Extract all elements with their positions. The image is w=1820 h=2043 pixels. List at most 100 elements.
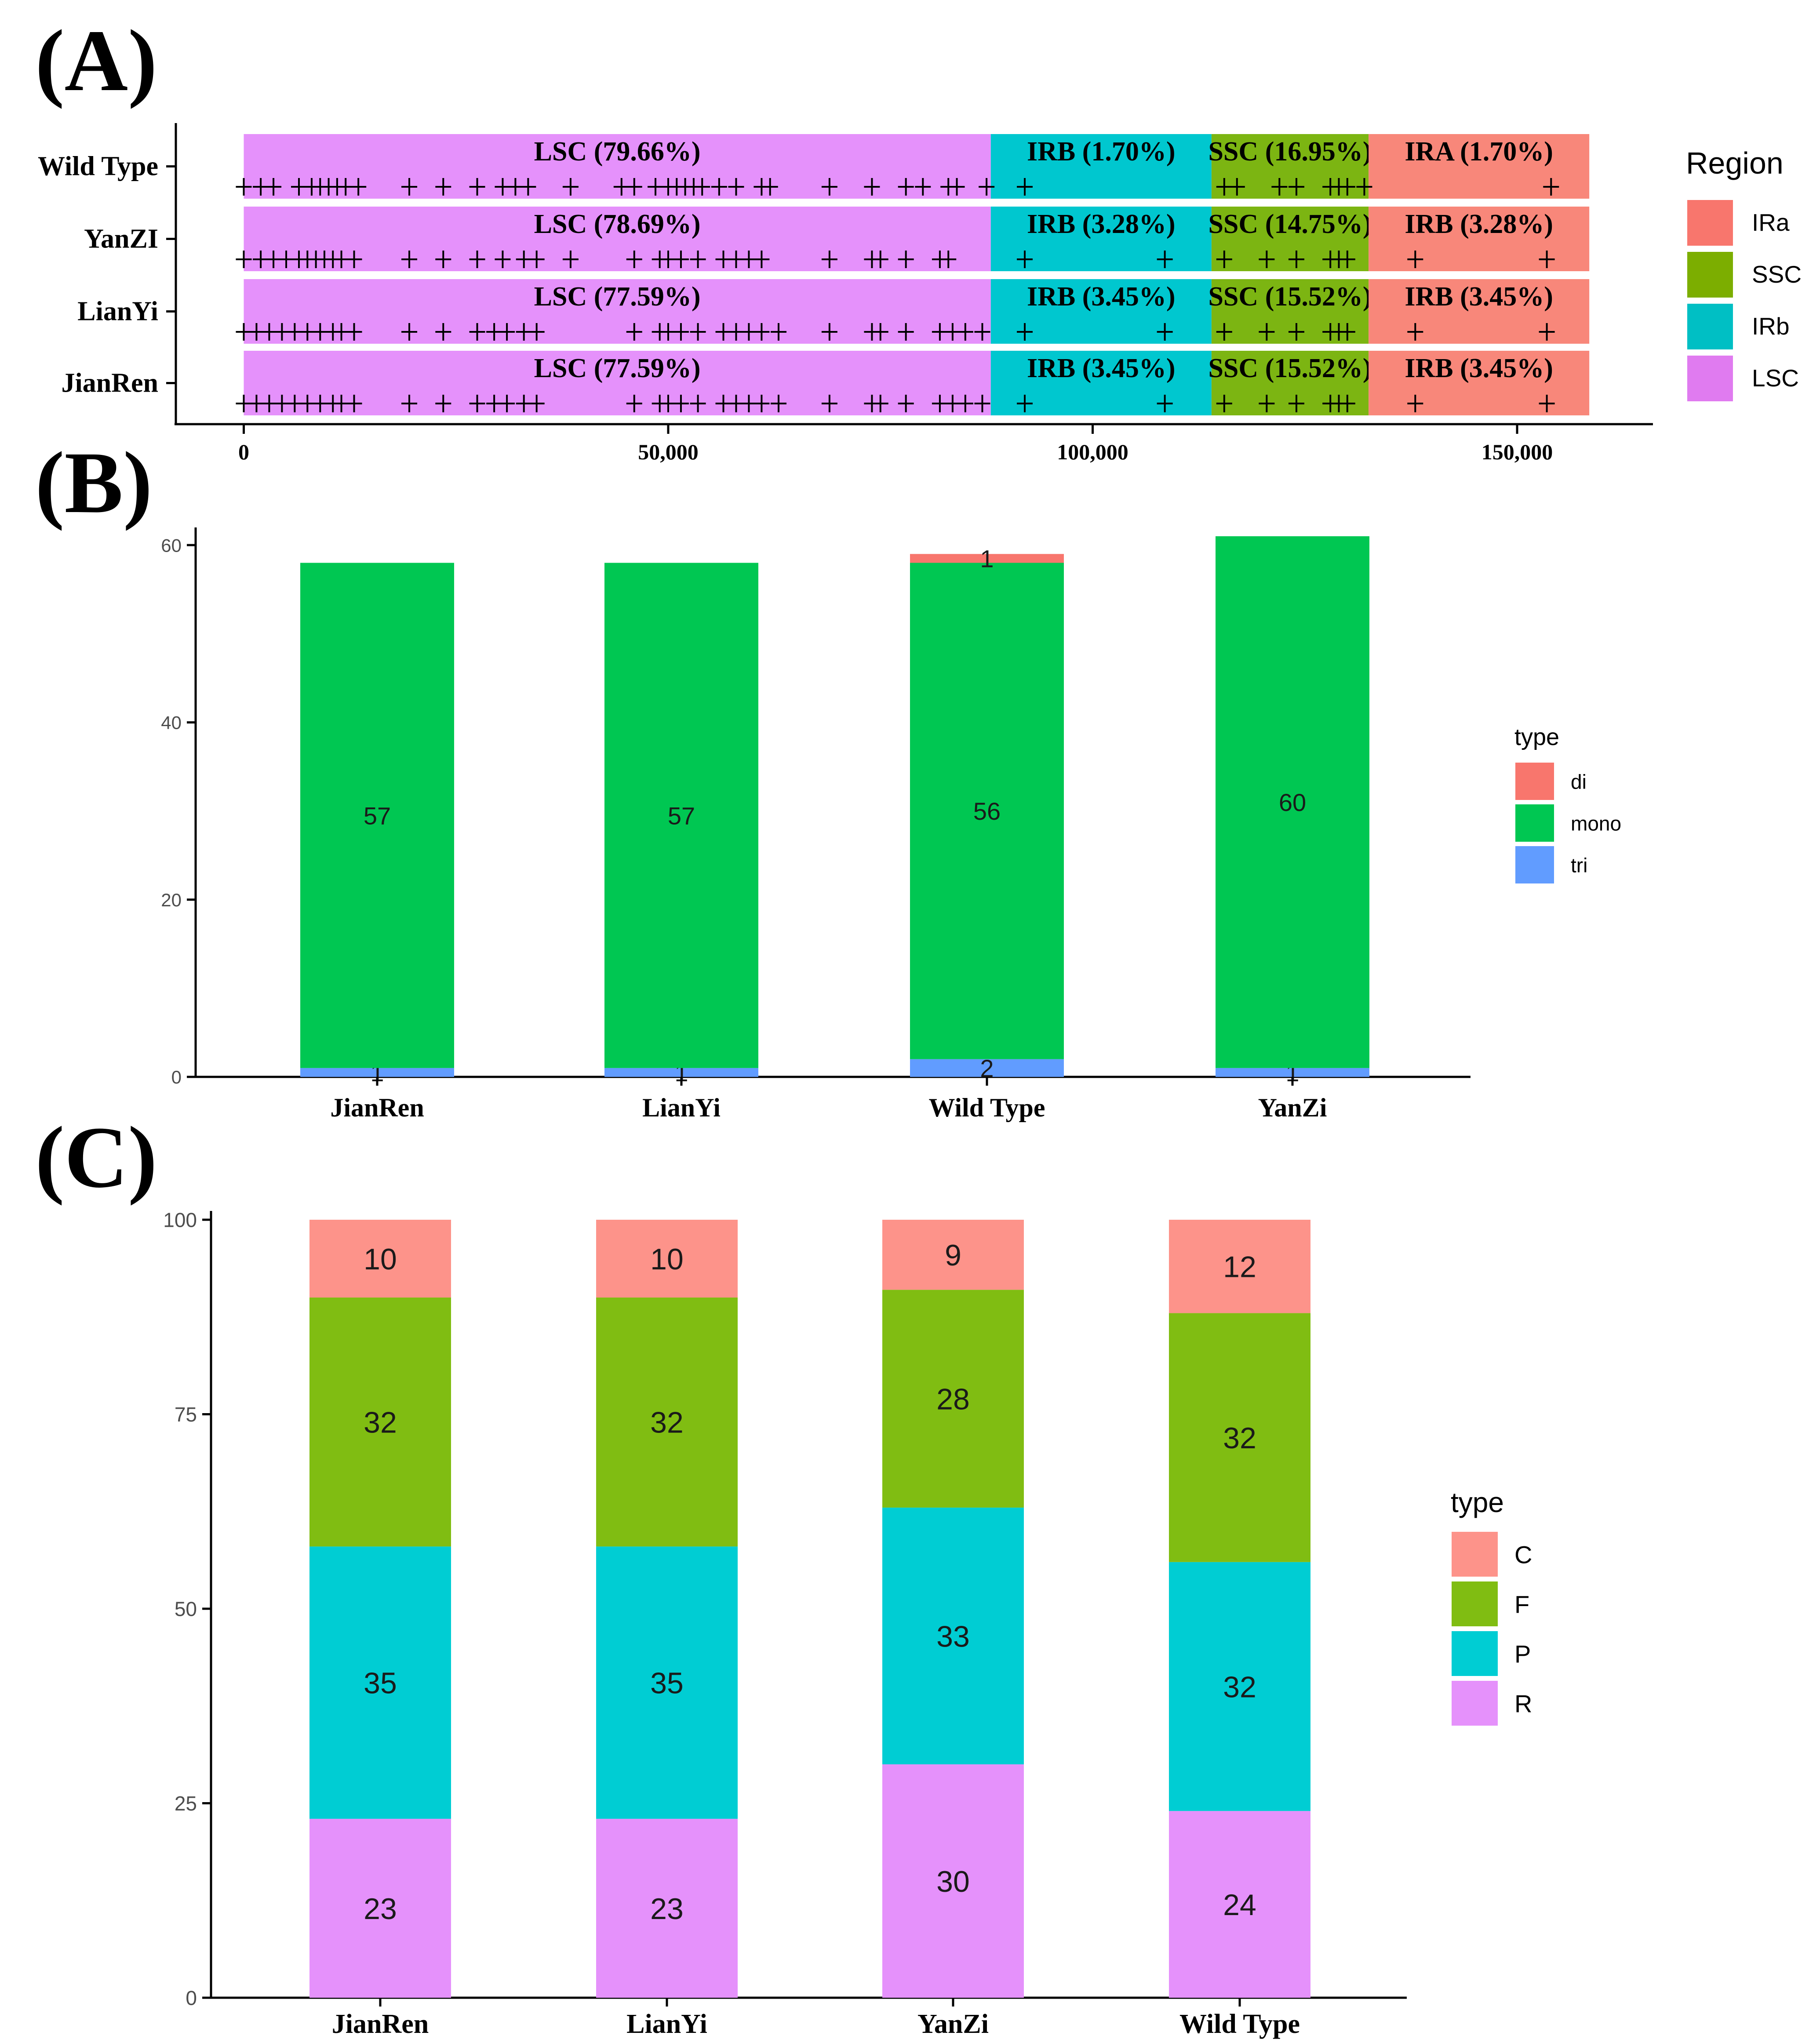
legend-label-ssc: SSC (1752, 261, 1802, 288)
data-label-mono: 57 (668, 802, 695, 829)
y-tick-label: 50 (175, 1598, 197, 1621)
legend-swatch-ira (1687, 200, 1733, 246)
panel-c-letter: (C) (35, 1109, 157, 1206)
bar-segment-c (596, 1220, 738, 1298)
x-tick-label: YanZi (1258, 1093, 1327, 1122)
data-label-r: 23 (650, 1892, 684, 1926)
x-tick-label: LianYi (626, 2009, 707, 2039)
data-label-c: 10 (650, 1243, 684, 1276)
region-label: LSC (77.59%) (534, 353, 701, 383)
data-label-f: 32 (364, 1406, 397, 1440)
x-tick-label: 150,000 (1481, 440, 1553, 464)
legend-title: type (1451, 1487, 1504, 1518)
bar-segment-f (1169, 1313, 1310, 1562)
legend-swatch-mono (1515, 804, 1554, 842)
row-label: LianYi (77, 297, 158, 327)
x-tick-label: 50,000 (638, 440, 699, 464)
region-segment (1369, 351, 1590, 415)
data-label-di: 1 (980, 545, 994, 573)
y-tick-label: 20 (161, 890, 182, 910)
bar-segment-di (910, 554, 1064, 563)
y-tick-label: 40 (161, 713, 182, 733)
region-segment (244, 351, 991, 415)
legend-title: type (1514, 724, 1559, 750)
region-label: LSC (77.59%) (534, 282, 701, 312)
bar-segment-f (882, 1290, 1024, 1508)
data-label-f: 28 (936, 1383, 970, 1416)
legend-label-mono: mono (1571, 812, 1621, 835)
x-tick-label: YanZi (917, 2009, 989, 2039)
panel-b-letter: (B) (35, 434, 153, 531)
region-segment (1211, 207, 1369, 271)
data-label-f: 32 (650, 1406, 684, 1440)
row-label: JianRen (62, 368, 158, 398)
region-label: IRB (3.28%) (1027, 209, 1176, 239)
y-tick-label: 60 (161, 535, 182, 556)
legend-label-tri: tri (1571, 854, 1587, 877)
x-tick-label: JianRen (332, 2009, 429, 2039)
bar-segment-p (1169, 1562, 1310, 1811)
x-tick-label: Wild Type (928, 1093, 1045, 1122)
region-label: IRB (3.45%) (1405, 282, 1553, 312)
legend-swatch-lsc (1687, 356, 1733, 401)
region-label: IRB (3.28%) (1405, 209, 1553, 239)
bar-stack-lianyi: 157 (604, 563, 758, 1087)
bar-segment-c (309, 1220, 451, 1298)
legend-swatch-f (1452, 1581, 1498, 1626)
genome-row-jianren: LSC (77.59%) IRB (3.45%) SSC (15.52%) IRB (… (236, 351, 1590, 415)
x-tick-label: LianYi (642, 1093, 721, 1122)
x-tick-label: Wild Type (1179, 2009, 1300, 2039)
legend-swatch-c (1452, 1532, 1498, 1577)
data-label-c: 9 (945, 1239, 961, 1272)
region-segment (244, 279, 991, 344)
region-segment (244, 207, 991, 271)
y-tick-label: 100 (163, 1209, 197, 1232)
region-label: LSC (78.69%) (534, 209, 701, 239)
data-label-f: 32 (1223, 1421, 1256, 1455)
legend-label-irb: IRb (1752, 313, 1790, 340)
data-label-mono: 56 (973, 797, 1001, 825)
region-label: LSC (79.66%) (534, 137, 701, 167)
legend-label-ira: IRa (1752, 209, 1790, 236)
bar-segment-mono (300, 563, 454, 1068)
legend-label-r: R (1514, 1690, 1532, 1717)
legend-swatch-tri (1515, 846, 1554, 883)
bar-segment-tri (604, 1068, 758, 1077)
data-label-p: 35 (650, 1667, 684, 1700)
region-segment (990, 279, 1212, 344)
region-label: IRB (3.45%) (1405, 353, 1553, 383)
data-label-r: 24 (1223, 1888, 1256, 1922)
bar-segment-mono (1216, 536, 1369, 1068)
region-segment (1369, 279, 1590, 344)
bar-segment-tri (910, 1059, 1064, 1077)
x-tick-label: 0 (238, 440, 249, 464)
panel-a-genome-map: LSC (79.66%) IRB (1.70%) SSC (16.95%) IRA (… (38, 123, 1802, 464)
legend-swatch-p (1452, 1631, 1498, 1676)
row-label: YanZI (84, 224, 158, 254)
bar-stack-jianren: 23 35 32 10 (309, 1220, 451, 1998)
legend-label-lsc: LSC (1752, 364, 1799, 392)
genome-row-lianyi: LSC (77.59%) IRB (3.45%) SSC (15.52%) IRB (… (236, 279, 1590, 344)
legend-swatch-ssc (1687, 252, 1733, 298)
row-label: Wild Type (38, 152, 158, 182)
bar-segment-f (309, 1298, 451, 1547)
legend-swatch-irb (1687, 304, 1733, 349)
region-label: SSC (15.52%) (1208, 353, 1372, 383)
y-tick-label: 0 (186, 1987, 197, 2010)
region-label: IRB (1.70%) (1027, 137, 1176, 167)
legend-label-di: di (1571, 771, 1587, 793)
region-segment (1211, 351, 1369, 415)
bar-segment-p (596, 1546, 738, 1819)
y-tick-label: 75 (175, 1403, 197, 1426)
region-label: SSC (16.95%) (1208, 137, 1372, 167)
genome-row-yanzi: LSC (78.69%) IRB (3.28%) SSC (14.75%) IRB (… (236, 207, 1590, 271)
legend-swatch-di (1515, 763, 1554, 800)
bar-stack-jianren: 157 (300, 563, 454, 1087)
data-label-r: 30 (936, 1865, 970, 1898)
y-tick-label: 0 (171, 1067, 182, 1087)
bar-stack-yanzi: 30 33 28 9 (882, 1220, 1024, 1998)
